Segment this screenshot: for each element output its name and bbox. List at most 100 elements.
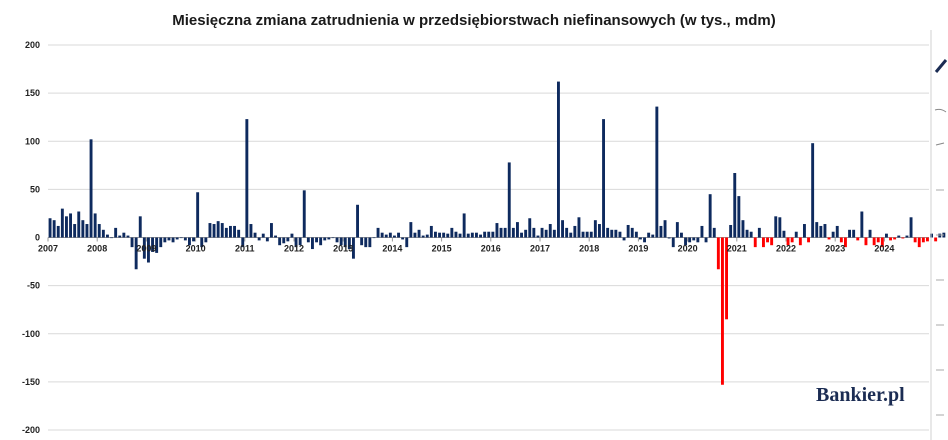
bar [85,224,89,238]
bar [302,190,306,238]
bar [286,237,290,242]
bar [101,229,105,238]
bar [335,237,339,243]
y-tick-label: 100 [25,136,40,146]
bar [618,231,622,238]
bar [893,237,897,240]
bar [647,232,651,238]
bar [352,237,355,259]
bar [729,224,733,238]
y-tick-labels: 200 150 100 50 0 -50 -100 -150 -200 [22,40,40,435]
bar [163,237,167,243]
cropped-edge-decoration [930,30,948,440]
bar [921,237,925,243]
bar [233,225,236,238]
bar [483,231,487,238]
bar [544,229,548,238]
bar [458,233,462,238]
bar [696,237,700,243]
bar [782,230,786,238]
bar [602,119,605,238]
y-tick-label: 50 [30,184,40,194]
bar [52,220,56,238]
bar [421,235,425,238]
bar [749,231,753,238]
bar [864,237,868,246]
bar [147,237,150,263]
bar [479,234,482,238]
x-tick-label: 2019 [628,244,648,254]
bar [364,237,368,248]
bar [323,237,327,241]
bar [372,237,376,239]
bars-layer [48,81,946,385]
bar [73,224,77,238]
x-tick-label: 2008 [87,244,107,254]
bar [839,237,843,243]
bar [347,237,351,250]
bar [503,227,507,238]
bar [499,227,503,238]
bar [487,231,491,238]
bar [811,143,815,238]
bar [880,237,884,248]
bar [130,237,134,248]
bar [122,232,126,238]
bar [733,173,737,238]
bar [446,233,450,238]
bar [667,237,671,239]
bar [856,237,860,241]
bar [589,231,593,238]
bar [639,237,642,240]
bar [766,237,769,243]
bar [298,237,302,246]
bar [745,229,749,238]
bar [311,237,314,250]
bar [56,225,60,238]
bar [524,229,528,238]
bar [790,237,794,243]
bar [212,224,216,238]
x-tick-label: 2022 [776,244,796,254]
bar [360,237,364,246]
bar [721,237,724,385]
bar [175,237,179,240]
y-tick-label: -200 [22,425,40,435]
x-tick-label: 2023 [825,244,845,254]
bar [610,229,614,238]
bar [926,237,929,242]
bar [585,231,589,238]
bar [204,237,208,243]
bar [192,237,195,242]
bar [569,232,573,238]
bar [684,237,687,246]
bar [692,237,696,241]
x-tick-label: 2011 [235,244,255,254]
bar [134,237,138,270]
bar [315,237,318,243]
bar [540,227,544,238]
bar [511,227,515,238]
y-tick-label: 0 [35,233,40,243]
bar [384,234,388,238]
bar [171,237,175,243]
bar [81,220,85,238]
bar [622,237,626,241]
bar [675,222,679,238]
bar [848,229,851,238]
bar [794,231,798,238]
bar [126,235,130,238]
x-tick-label: 2021 [727,244,747,254]
bar [110,237,113,239]
bar [909,217,913,238]
bar [257,237,261,241]
bar [245,119,249,238]
bar [393,235,396,238]
bar [807,237,810,243]
bar [167,237,171,241]
bankier-logo-watermark: Bankier.pl [816,384,905,406]
bar [774,216,778,238]
bar [413,232,417,238]
bar [561,220,564,238]
